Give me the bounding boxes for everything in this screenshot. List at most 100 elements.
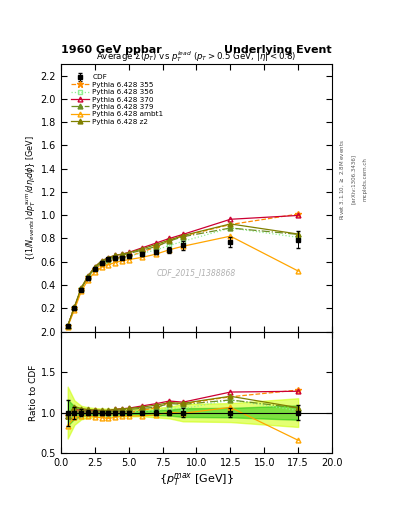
Title: Average $\Sigma(p_T)$ vs $p_T^{lead}$ ($p_T > 0.5$ GeV, $|\eta| < 0.8$): Average $\Sigma(p_T)$ vs $p_T^{lead}$ ($… <box>96 49 297 64</box>
Pythia 6.428 370 <box>126 249 131 255</box>
Text: Rivet 3.1.10, $\geq$ 2.8M events: Rivet 3.1.10, $\geq$ 2.8M events <box>339 139 346 220</box>
Pythia 6.428 379 <box>153 244 158 250</box>
Pythia 6.428 ambt1 <box>106 262 111 268</box>
Pythia 6.428 379 <box>86 274 90 280</box>
Pythia 6.428 370 <box>296 212 301 219</box>
Pythia 6.428 355 <box>228 221 233 227</box>
Pythia 6.428 z2 <box>228 221 233 227</box>
Pythia 6.428 370 <box>65 323 70 329</box>
Pythia 6.428 356 <box>153 247 158 253</box>
Pythia 6.428 ambt1 <box>65 324 70 330</box>
Pythia 6.428 379 <box>113 253 118 260</box>
Text: CDF_2015_I1388868: CDF_2015_I1388868 <box>157 268 236 277</box>
Pythia 6.428 ambt1 <box>228 233 233 239</box>
Line: Pythia 6.428 ambt1: Pythia 6.428 ambt1 <box>65 233 301 329</box>
Pythia 6.428 356 <box>106 258 111 264</box>
Pythia 6.428 z2 <box>153 242 158 248</box>
Pythia 6.428 356 <box>181 238 185 244</box>
Pythia 6.428 355 <box>119 254 124 261</box>
Text: Underlying Event: Underlying Event <box>224 45 332 55</box>
Pythia 6.428 370 <box>119 251 124 257</box>
Pythia 6.428 355 <box>113 256 118 262</box>
Pythia 6.428 ambt1 <box>113 260 118 266</box>
Pythia 6.428 ambt1 <box>140 254 145 261</box>
Pythia 6.428 ambt1 <box>99 264 104 270</box>
Pythia 6.428 z2 <box>65 323 70 329</box>
Pythia 6.428 355 <box>140 249 145 255</box>
Pythia 6.428 379 <box>296 231 301 238</box>
Pythia 6.428 379 <box>65 323 70 329</box>
Line: Pythia 6.428 355: Pythia 6.428 355 <box>64 211 301 329</box>
Line: Pythia 6.428 z2: Pythia 6.428 z2 <box>65 222 301 328</box>
Pythia 6.428 z2 <box>119 251 124 257</box>
Y-axis label: $\{(1/N_{events})\,dp_T^{sum}/d\eta_t d\phi\}$ [GeV]: $\{(1/N_{events})\,dp_T^{sum}/d\eta_t d\… <box>24 135 38 261</box>
Pythia 6.428 379 <box>92 265 97 271</box>
Pythia 6.428 ambt1 <box>296 268 301 274</box>
Pythia 6.428 355 <box>181 233 185 239</box>
Pythia 6.428 z2 <box>99 258 104 264</box>
Pythia 6.428 ambt1 <box>92 269 97 275</box>
Pythia 6.428 355 <box>86 274 90 281</box>
Pythia 6.428 379 <box>228 225 233 231</box>
Pythia 6.428 370 <box>167 236 172 242</box>
Pythia 6.428 379 <box>99 259 104 265</box>
Pythia 6.428 379 <box>106 256 111 262</box>
Text: mcplots.cern.ch: mcplots.cern.ch <box>362 157 367 201</box>
Pythia 6.428 z2 <box>113 252 118 259</box>
Line: Pythia 6.428 356: Pythia 6.428 356 <box>66 226 300 328</box>
Pythia 6.428 z2 <box>140 246 145 252</box>
Legend: CDF, Pythia 6.428 355, Pythia 6.428 356, Pythia 6.428 370, Pythia 6.428 379, Pyt: CDF, Pythia 6.428 355, Pythia 6.428 356,… <box>70 73 165 126</box>
Pythia 6.428 ambt1 <box>167 247 172 253</box>
Pythia 6.428 370 <box>79 285 84 291</box>
Pythia 6.428 355 <box>65 323 70 329</box>
Pythia 6.428 379 <box>79 286 84 292</box>
Pythia 6.428 z2 <box>296 231 301 237</box>
Pythia 6.428 379 <box>72 304 77 310</box>
Pythia 6.428 356 <box>296 234 301 240</box>
Pythia 6.428 370 <box>86 273 90 280</box>
Pythia 6.428 379 <box>181 233 185 240</box>
X-axis label: $\{p_T^{max}$ [GeV]$\}$: $\{p_T^{max}$ [GeV]$\}$ <box>159 471 234 488</box>
Pythia 6.428 370 <box>140 245 145 251</box>
Pythia 6.428 355 <box>167 237 172 243</box>
Pythia 6.428 370 <box>106 254 111 261</box>
Pythia 6.428 370 <box>92 264 97 270</box>
Pythia 6.428 356 <box>113 255 118 261</box>
Pythia 6.428 z2 <box>181 232 185 239</box>
Pythia 6.428 ambt1 <box>86 277 90 283</box>
Pythia 6.428 356 <box>99 261 104 267</box>
Pythia 6.428 379 <box>119 252 124 259</box>
Pythia 6.428 370 <box>72 304 77 310</box>
Pythia 6.428 ambt1 <box>181 243 185 249</box>
Pythia 6.428 355 <box>99 261 104 267</box>
Pythia 6.428 z2 <box>106 254 111 261</box>
Pythia 6.428 379 <box>167 238 172 244</box>
Pythia 6.428 z2 <box>79 285 84 291</box>
Pythia 6.428 356 <box>79 286 84 292</box>
Pythia 6.428 356 <box>86 274 90 281</box>
Pythia 6.428 ambt1 <box>153 251 158 257</box>
Pythia 6.428 370 <box>153 240 158 246</box>
Pythia 6.428 z2 <box>92 264 97 270</box>
Pythia 6.428 356 <box>65 323 70 329</box>
Pythia 6.428 355 <box>296 211 301 217</box>
Pythia 6.428 370 <box>228 216 233 222</box>
Pythia 6.428 370 <box>113 252 118 259</box>
Line: Pythia 6.428 379: Pythia 6.428 379 <box>65 226 301 328</box>
Pythia 6.428 356 <box>92 266 97 272</box>
Pythia 6.428 355 <box>79 286 84 292</box>
Pythia 6.428 355 <box>72 305 77 311</box>
Pythia 6.428 355 <box>106 258 111 264</box>
Pythia 6.428 ambt1 <box>126 257 131 263</box>
Pythia 6.428 370 <box>99 258 104 264</box>
Line: Pythia 6.428 370: Pythia 6.428 370 <box>65 213 301 328</box>
Pythia 6.428 356 <box>140 250 145 256</box>
Pythia 6.428 355 <box>92 266 97 272</box>
Pythia 6.428 z2 <box>167 237 172 243</box>
Pythia 6.428 z2 <box>72 304 77 310</box>
Pythia 6.428 z2 <box>126 249 131 255</box>
Pythia 6.428 ambt1 <box>119 258 124 264</box>
Pythia 6.428 355 <box>126 253 131 260</box>
Pythia 6.428 379 <box>126 250 131 257</box>
Pythia 6.428 356 <box>72 305 77 311</box>
